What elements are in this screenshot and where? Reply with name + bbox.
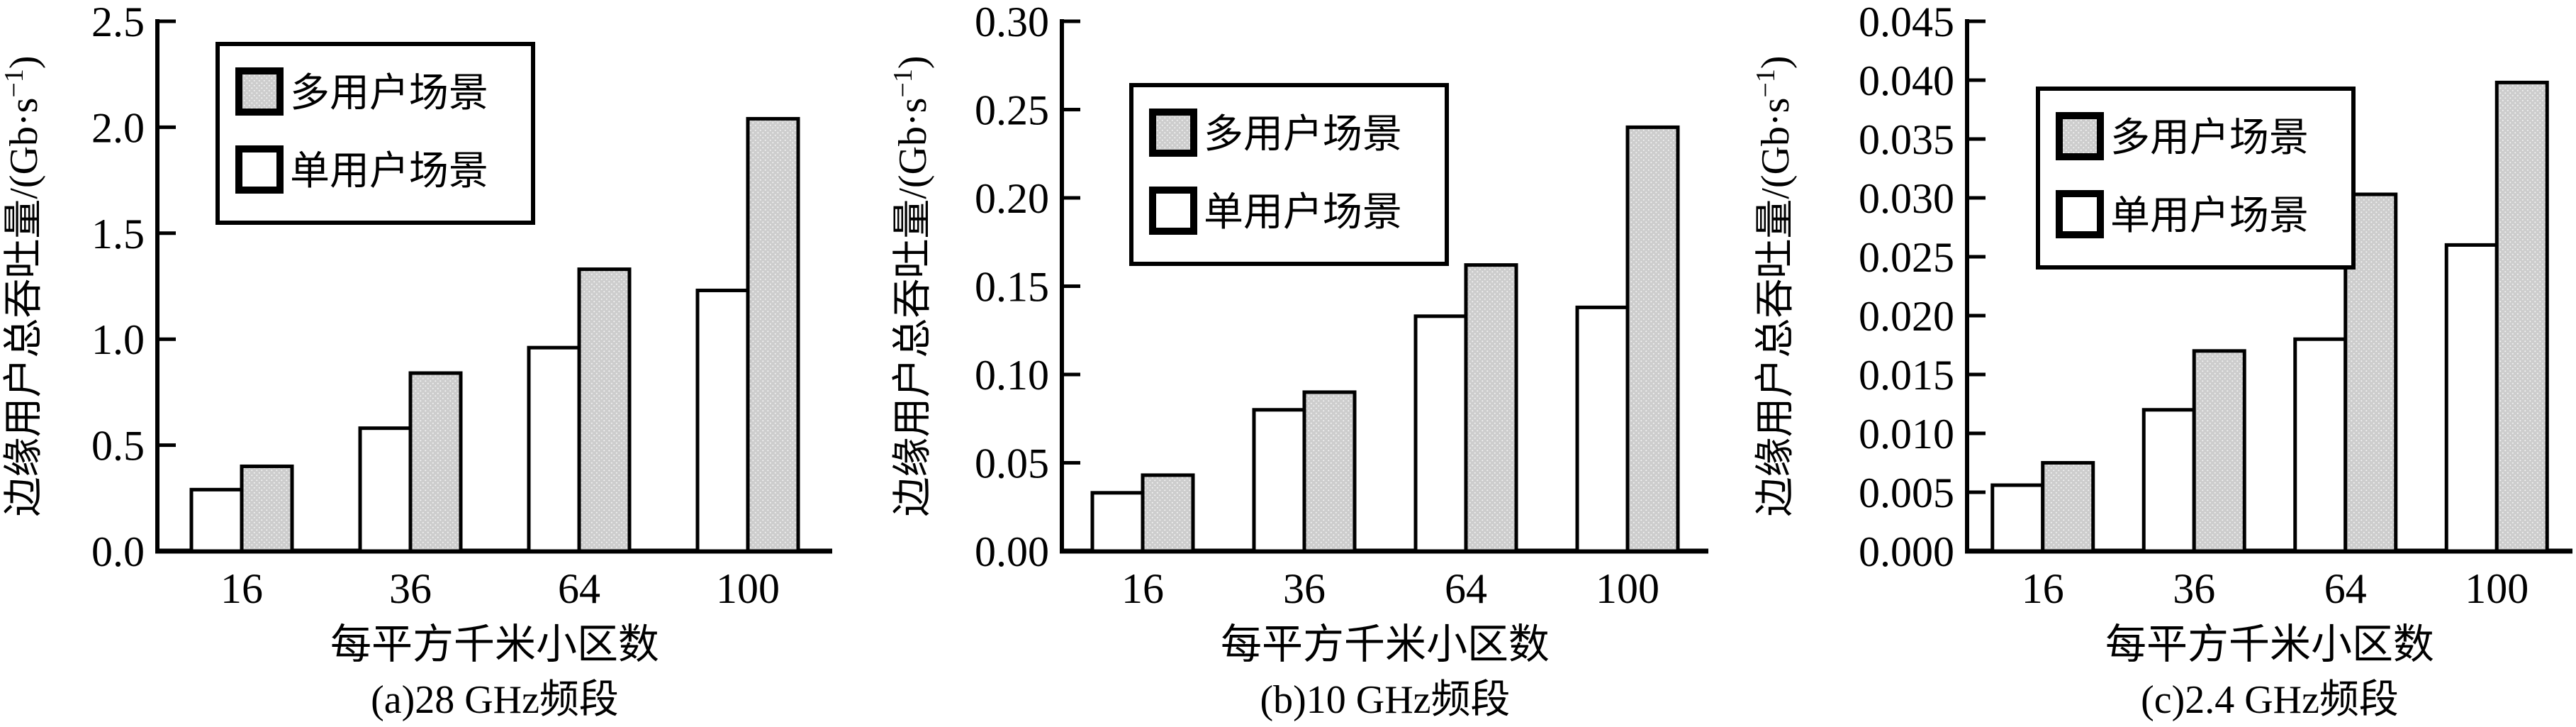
bar-single-user-100 bbox=[2444, 243, 2499, 553]
bar-multi-user-16 bbox=[1141, 473, 1195, 553]
y-tick-label: 0.15 bbox=[975, 264, 1049, 311]
legend-swatch-single-user bbox=[2055, 190, 2104, 239]
x-tick-label: 64 bbox=[1445, 565, 1487, 612]
bar-multi-user-64 bbox=[1464, 263, 1518, 553]
legend-label-multi-user: 多用户场景 bbox=[290, 72, 488, 116]
bar-multi-user-36 bbox=[1302, 390, 1357, 553]
bar-multi-user-100 bbox=[2494, 80, 2549, 553]
x-axis-title: 每平方千米小区数 bbox=[1221, 621, 1550, 667]
y-axis-title: 边缘用户总吞吐量/(Gb·s−1) bbox=[888, 55, 935, 516]
panel-subtitle: (b)10 GHz频段 bbox=[1260, 678, 1511, 722]
bar-multi-user-36 bbox=[2192, 349, 2246, 553]
bar-multi-user-100 bbox=[746, 116, 800, 553]
legend-swatch-single-user bbox=[235, 145, 284, 194]
bar-single-user-64 bbox=[1413, 314, 1468, 553]
bar-multi-user-36 bbox=[408, 371, 463, 553]
y-tick-label: 2.5 bbox=[91, 0, 145, 45]
x-tick-label: 36 bbox=[2173, 565, 2215, 612]
legend-swatch-multi-user bbox=[1149, 109, 1198, 157]
y-axis-title: 边缘用户总吞吐量/(Gb·s−1) bbox=[1751, 55, 1798, 516]
x-axis-title: 每平方千米小区数 bbox=[2105, 621, 2434, 667]
legend-label-single-user: 单用户场景 bbox=[2110, 194, 2309, 238]
x-tick-label: 36 bbox=[389, 565, 432, 612]
x-tick-label: 36 bbox=[1283, 565, 1326, 612]
legend-swatch-single-user bbox=[1149, 187, 1198, 235]
bar-single-user-16 bbox=[1090, 491, 1145, 553]
x-tick-label: 16 bbox=[2021, 565, 2063, 612]
y-tick-label: 0.035 bbox=[1859, 116, 1954, 163]
y-tick-label: 0.0 bbox=[91, 528, 145, 575]
y-tick-label: 0.025 bbox=[1859, 234, 1954, 281]
y-tick-label: 0.015 bbox=[1859, 352, 1954, 399]
legend-label-single-user: 单用户场景 bbox=[290, 150, 488, 194]
legend-swatch-multi-user bbox=[235, 67, 284, 116]
x-axis-title: 每平方千米小区数 bbox=[330, 621, 659, 667]
plot-area-1: 0.00 0.05 0.10 0.15 0.20 0.25 0.30 16 36 64 100 bbox=[975, 0, 1709, 612]
y-tick-label: 1.0 bbox=[91, 316, 145, 363]
plot-area-2: 0.000 0.005 0.010 0.015 0.020 0.025 0.030 0.035… bbox=[1859, 0, 2572, 612]
panel-subtitle: (a)28 GHz频段 bbox=[371, 678, 619, 722]
plot-area-0: 0.0 0.5 1.0 1.5 2.0 2.5 16 36 64 100 bbox=[91, 0, 832, 612]
x-tick-label: 16 bbox=[220, 565, 263, 612]
x-tick-label: 100 bbox=[1596, 565, 1659, 612]
bar-single-user-64 bbox=[2292, 337, 2347, 553]
legend-label-multi-user: 多用户场景 bbox=[1204, 113, 1402, 157]
bar-single-user-100 bbox=[695, 288, 750, 553]
bar-multi-user-64 bbox=[577, 267, 632, 553]
y-tick-label: 0.000 bbox=[1859, 528, 1954, 575]
bar-multi-user-100 bbox=[1625, 125, 1680, 553]
y-tick-label: 0.010 bbox=[1859, 411, 1954, 457]
panel-subtitle: (c)2.4 GHz频段 bbox=[2141, 678, 2399, 722]
x-tick-label: 16 bbox=[1121, 565, 1164, 612]
y-axis-title: 边缘用户总吞吐量/(Gb·s−1) bbox=[0, 55, 46, 516]
chart-panel-a: 0.0 0.5 1.0 1.5 2.0 2.5 16 36 64 100 每平方千米小区数 (a)28… bbox=[0, 0, 832, 722]
chart-panel-b: 0.00 0.05 0.10 0.15 0.20 0.25 0.30 16 36 64 100 每平方… bbox=[888, 0, 1709, 722]
bar-single-user-16 bbox=[189, 487, 244, 553]
y-tick-label: 1.5 bbox=[91, 211, 145, 257]
chart-panel-c: 0.000 0.005 0.010 0.015 0.020 0.025 0.030 0.035… bbox=[1751, 0, 2572, 722]
y-tick-label: 0.5 bbox=[91, 423, 145, 470]
bar-single-user-36 bbox=[1252, 408, 1306, 553]
y-tick-label: 0.030 bbox=[1859, 175, 1954, 222]
bar-single-user-16 bbox=[1990, 483, 2044, 553]
y-tick-label: 0.020 bbox=[1859, 293, 1954, 340]
bar-multi-user-16 bbox=[2040, 460, 2095, 553]
legend-label-single-user: 单用户场景 bbox=[1204, 191, 1402, 235]
legend-label-multi-user: 多用户场景 bbox=[2110, 116, 2309, 160]
x-tick-label: 100 bbox=[716, 565, 780, 612]
y-tick-label: 0.10 bbox=[975, 352, 1049, 399]
bar-single-user-64 bbox=[527, 345, 581, 553]
bar-single-user-36 bbox=[2141, 408, 2196, 553]
y-tick-label: 0.045 bbox=[1859, 0, 1954, 45]
y-tick-label: 0.040 bbox=[1859, 57, 1954, 104]
y-tick-label: 0.30 bbox=[975, 0, 1049, 45]
y-tick-label: 2.0 bbox=[91, 104, 145, 151]
y-tick-label: 0.25 bbox=[975, 87, 1049, 134]
y-tick-label: 0.05 bbox=[975, 440, 1049, 487]
y-tick-label: 0.00 bbox=[975, 528, 1049, 575]
y-tick-label: 0.005 bbox=[1859, 470, 1954, 516]
bar-single-user-100 bbox=[1575, 305, 1630, 553]
bar-single-user-36 bbox=[358, 426, 413, 553]
bar-multi-user-16 bbox=[240, 464, 294, 553]
x-tick-label: 64 bbox=[2324, 565, 2366, 612]
x-tick-label: 100 bbox=[2465, 565, 2529, 612]
y-tick-label: 0.20 bbox=[975, 175, 1049, 222]
legend-swatch-multi-user bbox=[2055, 112, 2104, 161]
x-tick-label: 64 bbox=[558, 565, 600, 612]
